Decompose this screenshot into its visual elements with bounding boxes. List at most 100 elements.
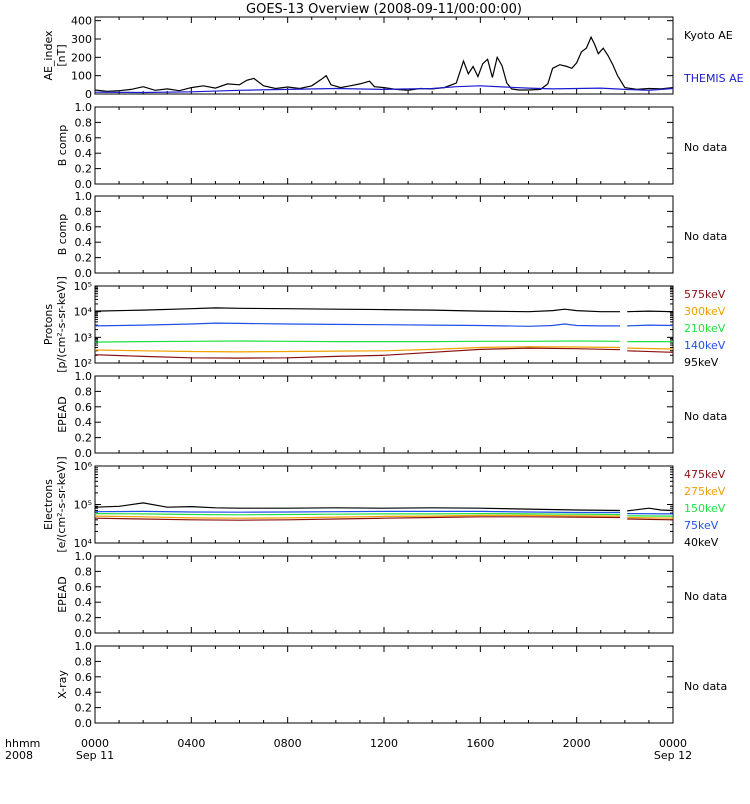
y-axis-label: [e/(cm²-s-sr-keV)] [55, 456, 68, 552]
y-tick-label: 100 [71, 70, 92, 83]
no-data-label: No data [684, 590, 727, 603]
series-line-210kev [95, 341, 620, 342]
legend-entry: 40keV [684, 536, 719, 549]
legend-entry: 475keV [684, 468, 726, 481]
legend-entry: THEMIS AE [683, 72, 744, 85]
y-tick-label: 10⁵ [74, 280, 92, 293]
y-tick-label: 400 [71, 15, 92, 28]
y-tick-label: 1.0 [75, 640, 93, 653]
y-tick-label: 0.2 [75, 163, 93, 176]
series-line-475kev [627, 519, 673, 520]
legend-entry: 275keV [684, 485, 726, 498]
y-tick-label: 0.6 [75, 132, 93, 145]
time-tick-label: 2000 [563, 737, 591, 750]
series-line-275kev [627, 518, 673, 519]
y-tick-label: 10⁵ [74, 499, 92, 512]
y-tick-label: 0.6 [75, 671, 93, 684]
y-tick-label: 0.6 [75, 221, 93, 234]
legend-entry: 150keV [684, 502, 726, 515]
series-line-95kev [627, 311, 673, 312]
y-tick-label: 0.0 [75, 447, 93, 460]
legend-entry: 210keV [684, 322, 726, 335]
legend-entry: 140keV [684, 339, 726, 352]
y-tick-label: 1.0 [75, 550, 93, 563]
y-tick-label: 0.8 [75, 205, 93, 218]
legend-entry: 575keV [684, 288, 726, 301]
series-line-95kev [95, 308, 620, 312]
series-line-300kev [95, 347, 620, 352]
panel-8: 0.0 0.2 0.4 0.6 0.8 1.0 X-ray No data [56, 640, 727, 730]
panel-frame [95, 556, 673, 633]
panel-frame [95, 107, 673, 184]
series-line-575kev [95, 348, 620, 358]
y-tick-label: 0.4 [75, 236, 93, 249]
time-tick-label: 1600 [466, 737, 494, 750]
date-label: Sep 12 [654, 749, 692, 762]
y-tick-label: 0.6 [75, 401, 93, 414]
y-tick-label: 0.2 [75, 612, 93, 625]
series-line-300kev [627, 348, 673, 349]
y-tick-label: 1.0 [75, 101, 93, 114]
series-line-140kev [627, 325, 673, 326]
y-tick-label: 0.8 [75, 116, 93, 129]
date-label: Sep 11 [76, 749, 114, 762]
panel-frame [95, 196, 673, 273]
legend-entry: 75keV [684, 519, 719, 532]
series-line-140kev [95, 323, 620, 326]
y-tick-label: 10⁴ [74, 537, 93, 550]
series-line-40kev [627, 508, 673, 511]
y-tick-label: 0.8 [75, 655, 93, 668]
y-tick-label: 0.4 [75, 686, 93, 699]
y-tick-label: 0.2 [75, 702, 93, 715]
y-axis-label: [nT] [55, 44, 68, 66]
y-tick-label: 0.4 [75, 147, 93, 160]
panel-frame [95, 17, 673, 94]
y-axis-label: B comp [56, 214, 69, 256]
y-tick-label: 0.0 [75, 627, 93, 640]
y-tick-label: 1.0 [75, 190, 93, 203]
panel-4: 10²10³10⁴10⁵Protons[p/(cm²-s-sr-keV)]575… [42, 276, 726, 373]
y-tick-label: 10³ [74, 331, 92, 344]
y-axis-label: AE_index [42, 30, 55, 81]
y-tick-label: 0.6 [75, 581, 93, 594]
series-line-40kev [95, 503, 620, 511]
time-tick-label: 0400 [177, 737, 205, 750]
panel-frame [95, 466, 673, 543]
y-tick-label: 0.2 [75, 432, 93, 445]
y-tick-label: 10² [74, 357, 92, 370]
y-axis-label: X-ray [56, 670, 69, 699]
series-line-575kev [627, 351, 673, 353]
y-tick-label: 10⁶ [74, 460, 93, 473]
y-tick-label: 0.4 [75, 416, 93, 429]
no-data-label: No data [684, 680, 727, 693]
y-axis-label: [p/(cm²-s-sr-keV)] [55, 276, 68, 373]
y-tick-label: 0.0 [75, 717, 93, 730]
no-data-label: No data [684, 410, 727, 423]
y-axis-label: B comp [56, 125, 69, 167]
y-axis-label: Electrons [42, 479, 55, 530]
no-data-label: No data [684, 230, 727, 243]
legend-entry: 300keV [684, 305, 726, 318]
panel-frame [95, 376, 673, 453]
time-tick-label: 0800 [274, 737, 302, 750]
time-tick-label: 1200 [370, 737, 398, 750]
series-line-kyoto-ae [95, 37, 673, 91]
y-tick-label: 200 [71, 51, 92, 64]
series-line-150kev [95, 514, 620, 515]
time-axis-row2-label: 2008 [5, 749, 33, 762]
y-tick-label: 0.0 [75, 267, 93, 280]
y-tick-label: 300 [71, 33, 92, 46]
figure-title: GOES-13 Overview (2008-09-11/00:00:00) [246, 2, 522, 17]
legend-entry: Kyoto AE [684, 29, 733, 42]
y-tick-label: 0.8 [75, 565, 93, 578]
y-tick-label: 0.4 [75, 596, 93, 609]
